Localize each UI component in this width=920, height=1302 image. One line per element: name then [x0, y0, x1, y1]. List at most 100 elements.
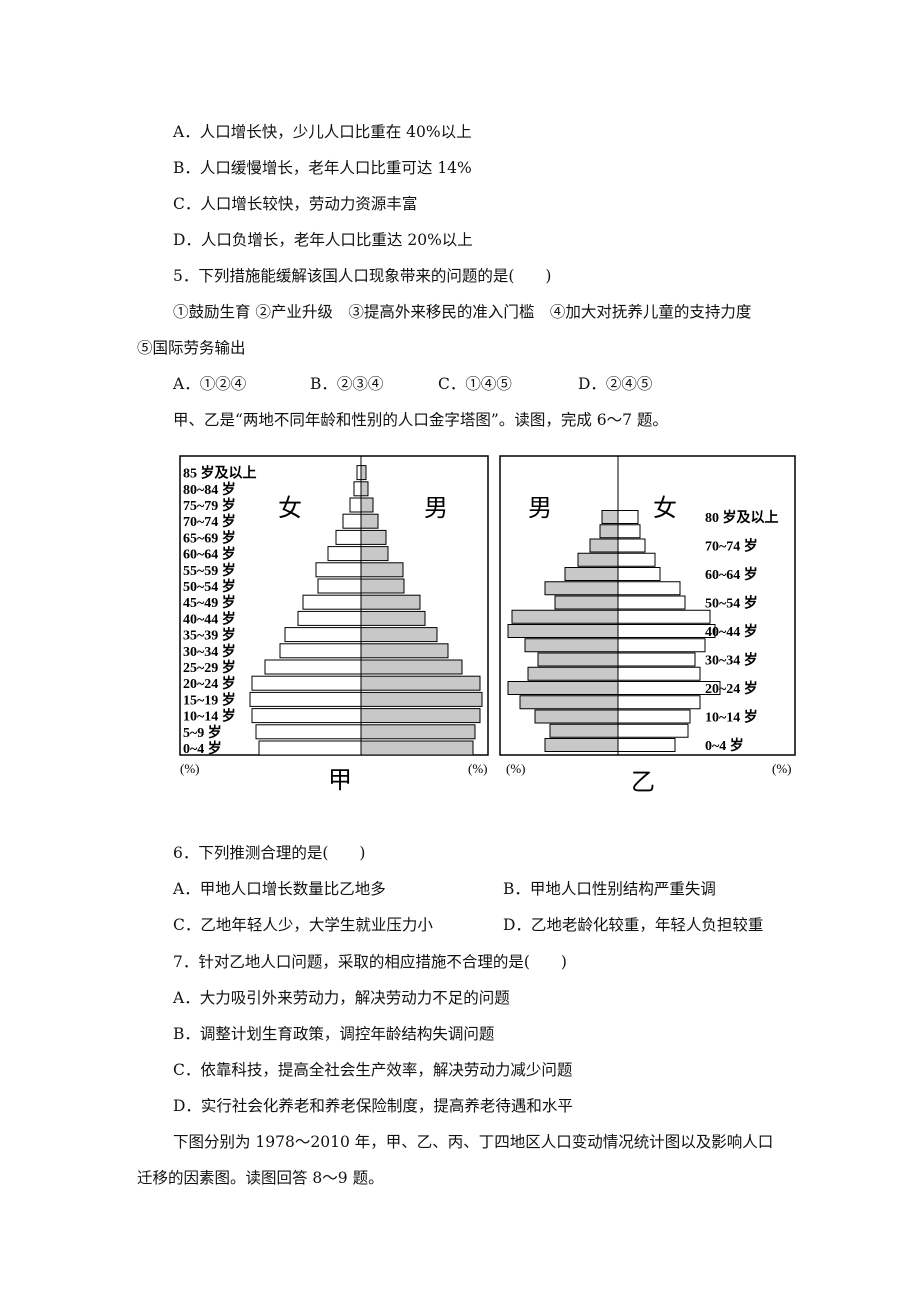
- bar-left: [302, 594, 362, 610]
- bar-right: [360, 578, 405, 594]
- age-label: 50~54 岁: [705, 595, 758, 612]
- option: A．①②④: [173, 375, 247, 393]
- age-label: 70~74 岁: [183, 513, 236, 530]
- option: D．人口负增长，老年人口比重达 20%以上: [173, 231, 473, 249]
- age-label: 10~14 岁: [183, 708, 236, 725]
- bar-right: [617, 738, 676, 752]
- bar-left: [519, 695, 619, 710]
- option: A．人口增长快，少儿人口比重在 40%以上: [173, 123, 472, 141]
- age-label: 25~29 岁: [183, 659, 236, 676]
- option: C．人口增长较快，劳动力资源丰富: [173, 195, 418, 213]
- bar-left: [507, 681, 619, 695]
- bar-left: [353, 481, 362, 497]
- bar-left: [279, 643, 362, 659]
- bar-right: [617, 624, 716, 638]
- bar-left: [544, 581, 619, 596]
- age-label: 0~4 岁: [705, 737, 744, 754]
- bar-left: [589, 538, 619, 553]
- age-label: 50~54 岁: [183, 578, 236, 595]
- bar-left: [549, 723, 619, 738]
- bar-right: [617, 552, 656, 567]
- bar-right: [617, 638, 706, 653]
- bar-right: [617, 609, 711, 624]
- bar-right: [360, 465, 367, 481]
- frame: [499, 455, 796, 756]
- option: B．人口缓慢增长，老年人口比重可达 14%: [173, 159, 472, 177]
- bar-left: [601, 510, 619, 524]
- option: A．甲地人口增长数量比乙地多: [173, 880, 386, 898]
- bar-left: [524, 638, 619, 653]
- figure-name: 甲: [328, 768, 352, 794]
- age-label: 35~39 岁: [183, 627, 236, 644]
- bar-right: [360, 562, 404, 578]
- item: ⑤国际劳务输出: [137, 339, 246, 357]
- age-label: 80 岁及以上: [705, 509, 779, 526]
- bar-right: [360, 610, 426, 626]
- intro: 甲、乙是“两地不同年龄和性别的人口金字塔图”。读图，完成 6～7 题。: [173, 411, 668, 429]
- option: A．大力吸引外来劳动力，解决劳动力不足的问题: [173, 989, 510, 1007]
- bar-right: [617, 595, 686, 610]
- age-label: 75~79 岁: [183, 497, 236, 514]
- option: C．①④⑤: [438, 375, 512, 393]
- age-label: 85 岁及以上: [183, 465, 257, 482]
- bar-left: [264, 659, 362, 675]
- option: B．甲地人口性别结构严重失调: [503, 880, 716, 898]
- bar-left: [349, 497, 362, 513]
- age-label: 30~34 岁: [705, 652, 758, 669]
- bar-right: [617, 524, 641, 539]
- age-label: 40~44 岁: [183, 610, 236, 627]
- age-label: 10~14 岁: [705, 709, 758, 726]
- bar-left: [554, 595, 619, 610]
- sex-label: 女: [653, 495, 677, 522]
- bar-right: [360, 643, 449, 659]
- bar-left: [327, 546, 362, 562]
- age-label: 60~64 岁: [705, 566, 758, 583]
- bar-left: [315, 562, 362, 578]
- bar-left: [297, 610, 362, 626]
- bar-left: [249, 691, 362, 707]
- age-label: 0~4 岁: [183, 740, 222, 757]
- age-label: 15~19 岁: [183, 691, 236, 708]
- question: 5．下列措施能缓解该国人口现象带来的问题的是( ): [173, 267, 552, 285]
- bar-left: [577, 552, 619, 567]
- bar-left: [527, 666, 619, 681]
- item: ①鼓励生育 ②产业升级 ③提高外来移民的准入门槛 ④加大对抚养儿童的支持力度: [173, 303, 752, 321]
- bar-left: [255, 724, 362, 740]
- bar-right: [360, 594, 421, 610]
- bar-right: [360, 481, 369, 497]
- option: D．乙地老龄化较重，年轻人负担较重: [503, 916, 764, 934]
- option: D．②④⑤: [578, 375, 653, 393]
- bar-left: [534, 709, 619, 724]
- intro: 迁移的因素图。读图回答 8～9 题。: [137, 1169, 384, 1187]
- bar-left: [284, 627, 362, 643]
- question: 7．针对乙地人口问题，采取的相应措施不合理的是( ): [173, 953, 567, 971]
- question: 6．下列推测合理的是( ): [173, 844, 366, 862]
- bar-right: [617, 723, 689, 738]
- bar-right: [360, 513, 379, 529]
- bar-right: [360, 708, 481, 724]
- option: B．调整计划生育政策，调控年龄结构失调问题: [173, 1025, 495, 1043]
- bar-right: [617, 567, 661, 581]
- age-label: 20~24 岁: [705, 680, 758, 697]
- sex-label: 男: [528, 496, 552, 522]
- bar-left: [258, 740, 362, 756]
- intro: 下图分别为 1978～2010 年，甲、乙、丙、丁四地区人口变动情况统计图以及影…: [173, 1133, 774, 1151]
- sex-label: 男: [424, 496, 448, 522]
- bar-right: [617, 581, 681, 596]
- option: C．依靠科技，提高全社会生产效率，解决劳动力减少问题: [173, 1061, 573, 1079]
- bar-left: [564, 567, 619, 581]
- unit-label: (%): [468, 761, 488, 776]
- option: B．②③④: [310, 375, 384, 393]
- age-label: 30~34 岁: [183, 643, 236, 660]
- bar-right: [360, 529, 387, 545]
- figure-name: 乙: [631, 770, 655, 796]
- unit-label: (%): [772, 761, 792, 776]
- age-label: 45~49 岁: [183, 594, 236, 611]
- bar-right: [617, 695, 701, 710]
- unit-label: (%): [506, 761, 526, 776]
- age-label: 20~24 岁: [183, 675, 236, 692]
- bar-right: [360, 740, 474, 756]
- bar-left: [507, 624, 619, 638]
- bar-right: [360, 659, 463, 675]
